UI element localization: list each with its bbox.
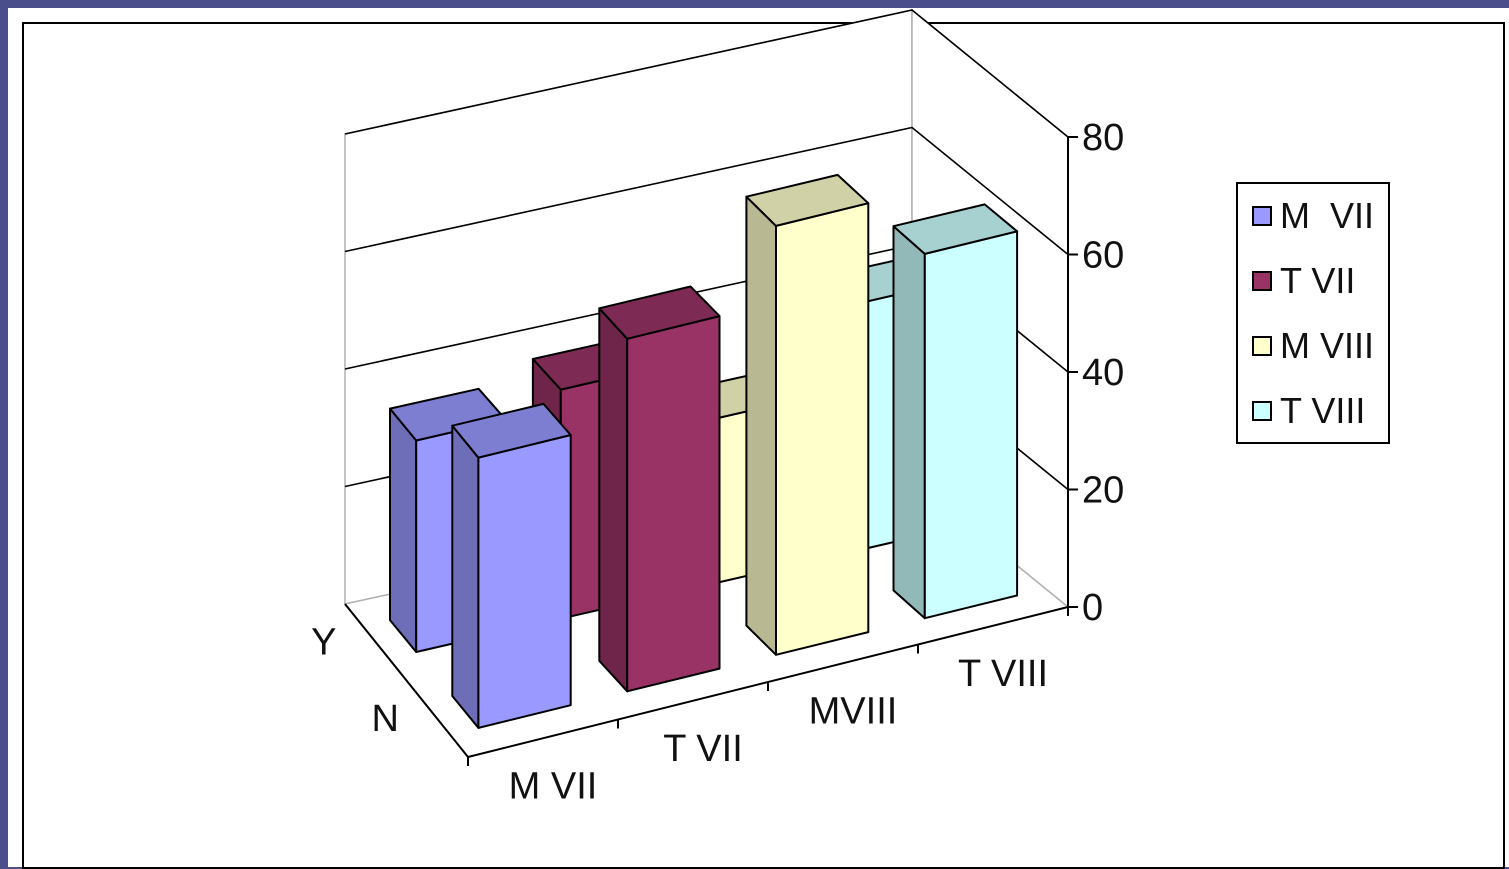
legend-label: T VIII [1280,390,1366,431]
bar-side [451,424,480,729]
y-tick-labels: 0 20 40 60 80 [1082,117,1124,629]
y-tick-label: 40 [1082,352,1124,394]
legend-swatch [1252,401,1272,421]
y-tick-label: 20 [1082,470,1124,512]
bar-1-1 [598,285,721,693]
category-labels: M VII T VII MVIII T VIII YN [311,621,1048,807]
legend-label: T VII [1280,260,1356,301]
bar-top [451,402,572,459]
legend-item: M VII [1252,195,1375,236]
bar-side [892,225,926,620]
axes [344,136,1078,766]
bar-front [923,230,1019,620]
bar-top [745,173,870,227]
legend-swatch [1252,206,1272,226]
depth-axis-line [344,603,469,758]
bar-1-3 [892,203,1019,620]
bar-side [598,307,629,693]
category-label: MVIII [809,690,898,732]
legend-item: M VIII [1252,325,1375,366]
legend-label: M VIII [1280,325,1375,366]
category-label: M VII [509,765,598,807]
y-tick-label: 0 [1082,587,1103,629]
bar-1-2 [745,173,870,656]
legend: M VII T VII M VIII T VIII [1236,182,1390,444]
bar-front [626,315,721,693]
bars [389,173,1019,729]
bar-top [598,285,721,340]
bar-side [389,407,418,653]
y-tick-label: 80 [1082,117,1124,159]
bar-top [892,203,1019,255]
bar-front [775,202,870,656]
category-label: T VIII [958,653,1048,695]
bar-side [745,195,777,656]
gridline [344,126,1069,256]
y-tick-label: 60 [1082,235,1124,277]
category-label: T VII [663,728,743,770]
gridline [344,9,1069,138]
bar-1-0 [451,402,572,729]
depth-label: N [372,698,399,740]
legend-swatch [1252,336,1272,356]
legend-item: T VIII [1252,390,1366,431]
depth-label: Y [311,621,336,663]
legend-label: M VII [1280,195,1375,236]
bar-front [477,434,572,729]
legend-swatch [1252,271,1272,291]
legend-item: T VII [1252,260,1356,301]
